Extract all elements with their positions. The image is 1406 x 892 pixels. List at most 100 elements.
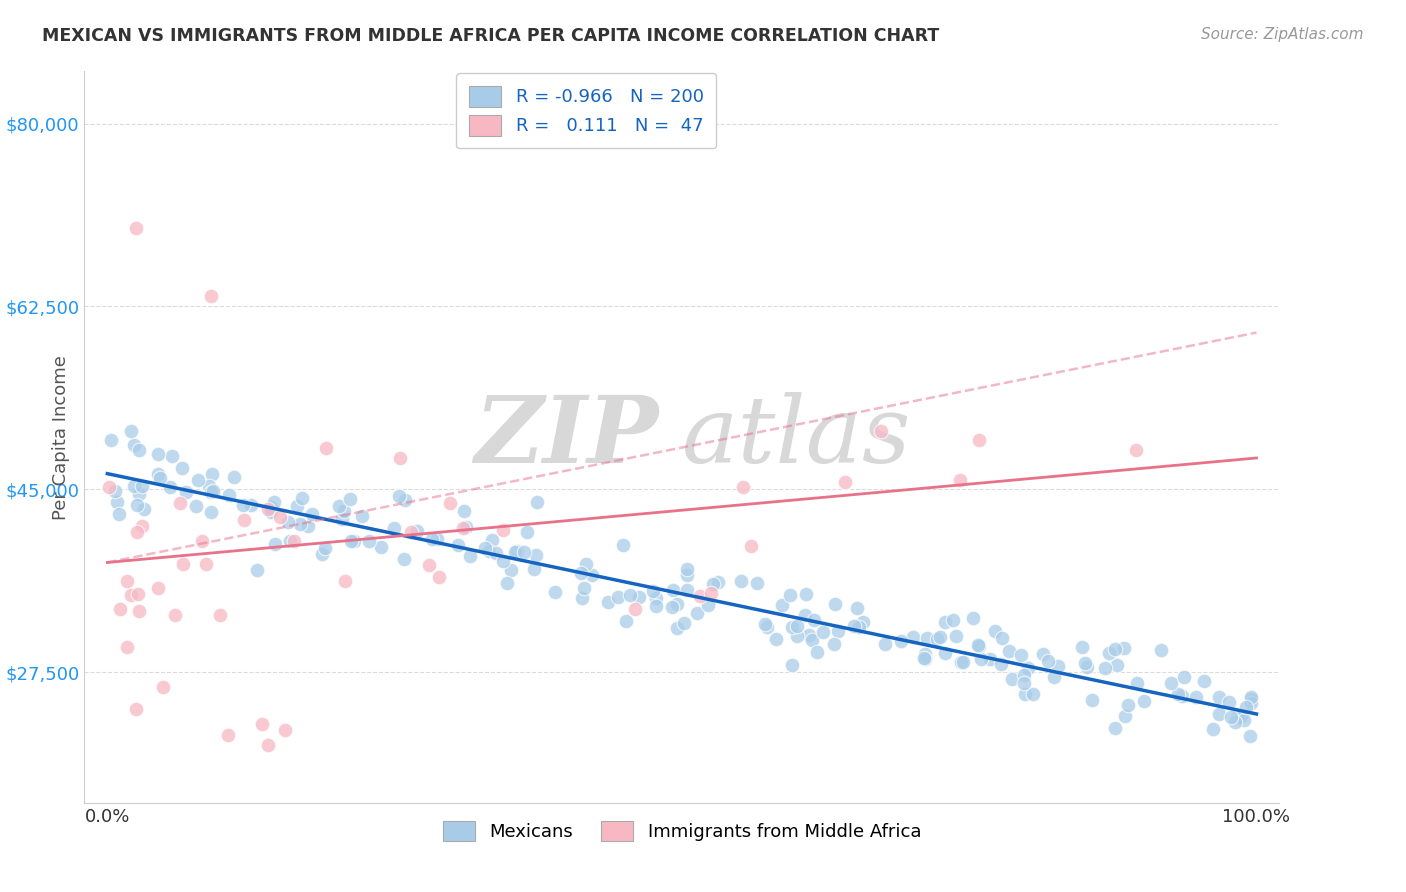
Point xyxy=(125,525,148,540)
Point xyxy=(169,496,191,510)
Point xyxy=(394,493,416,508)
Point xyxy=(569,566,592,580)
Point xyxy=(128,443,150,458)
Point xyxy=(574,557,596,571)
Point xyxy=(544,584,567,599)
Point xyxy=(1104,641,1126,656)
Point xyxy=(333,574,356,588)
Point xyxy=(619,588,641,602)
Point xyxy=(1173,670,1195,684)
Point xyxy=(914,652,936,666)
Point xyxy=(505,545,527,559)
Point xyxy=(311,547,333,561)
Point xyxy=(945,629,967,643)
Point xyxy=(827,624,849,639)
Point xyxy=(117,640,139,655)
Point xyxy=(901,630,924,644)
Point xyxy=(149,471,172,485)
Point xyxy=(612,538,634,552)
Point xyxy=(754,616,776,631)
Point xyxy=(1233,713,1256,727)
Point xyxy=(699,585,721,599)
Point xyxy=(350,509,373,524)
Point xyxy=(967,639,990,653)
Point xyxy=(873,637,896,651)
Point xyxy=(209,608,232,623)
Point xyxy=(1184,690,1206,704)
Point xyxy=(274,723,297,737)
Point xyxy=(574,581,596,595)
Point xyxy=(1226,710,1249,724)
Point xyxy=(291,491,314,505)
Point xyxy=(1012,675,1035,690)
Point xyxy=(1218,695,1240,709)
Point xyxy=(388,489,411,503)
Point xyxy=(1012,667,1035,681)
Point xyxy=(328,500,350,514)
Point xyxy=(696,599,718,613)
Point xyxy=(1167,687,1189,701)
Point xyxy=(1112,641,1135,656)
Point xyxy=(797,628,820,642)
Point xyxy=(949,656,972,670)
Point xyxy=(1240,690,1263,705)
Point xyxy=(780,619,803,633)
Point xyxy=(1104,721,1126,735)
Point xyxy=(1114,709,1136,723)
Point xyxy=(934,646,956,660)
Point xyxy=(966,638,988,652)
Point xyxy=(927,632,949,646)
Point xyxy=(495,575,517,590)
Point xyxy=(962,611,984,625)
Point xyxy=(159,480,181,494)
Point xyxy=(596,594,619,608)
Point xyxy=(780,658,803,673)
Point xyxy=(217,728,239,742)
Point xyxy=(770,598,793,612)
Point xyxy=(607,590,630,604)
Point xyxy=(152,680,174,694)
Point xyxy=(451,521,474,535)
Point xyxy=(917,632,939,646)
Text: Source: ZipAtlas.com: Source: ZipAtlas.com xyxy=(1201,27,1364,42)
Point xyxy=(187,474,209,488)
Point xyxy=(662,583,685,598)
Point xyxy=(200,289,222,303)
Point xyxy=(842,619,865,633)
Point xyxy=(115,574,138,588)
Point xyxy=(170,460,193,475)
Point xyxy=(616,614,638,628)
Point xyxy=(1150,643,1173,657)
Point xyxy=(524,548,547,562)
Point xyxy=(314,541,336,555)
Point xyxy=(146,447,169,461)
Point xyxy=(285,499,308,513)
Point xyxy=(869,424,891,438)
Point xyxy=(845,601,868,615)
Point xyxy=(165,608,187,623)
Point xyxy=(676,568,699,582)
Point xyxy=(257,739,280,753)
Point xyxy=(811,625,834,640)
Point xyxy=(492,523,515,537)
Point xyxy=(1239,729,1261,743)
Point xyxy=(288,517,311,532)
Point xyxy=(439,496,461,510)
Point xyxy=(190,533,212,548)
Point xyxy=(458,549,481,563)
Point xyxy=(160,449,183,463)
Point xyxy=(315,441,337,455)
Point xyxy=(733,480,755,494)
Point xyxy=(1094,660,1116,674)
Point xyxy=(1125,442,1147,457)
Point xyxy=(979,652,1001,666)
Point xyxy=(506,544,529,558)
Point xyxy=(406,524,429,538)
Point xyxy=(823,637,845,651)
Point xyxy=(1194,674,1216,689)
Point xyxy=(1032,647,1054,661)
Text: ZIP: ZIP xyxy=(474,392,658,482)
Point xyxy=(108,601,131,615)
Point xyxy=(581,568,603,582)
Point xyxy=(824,598,846,612)
